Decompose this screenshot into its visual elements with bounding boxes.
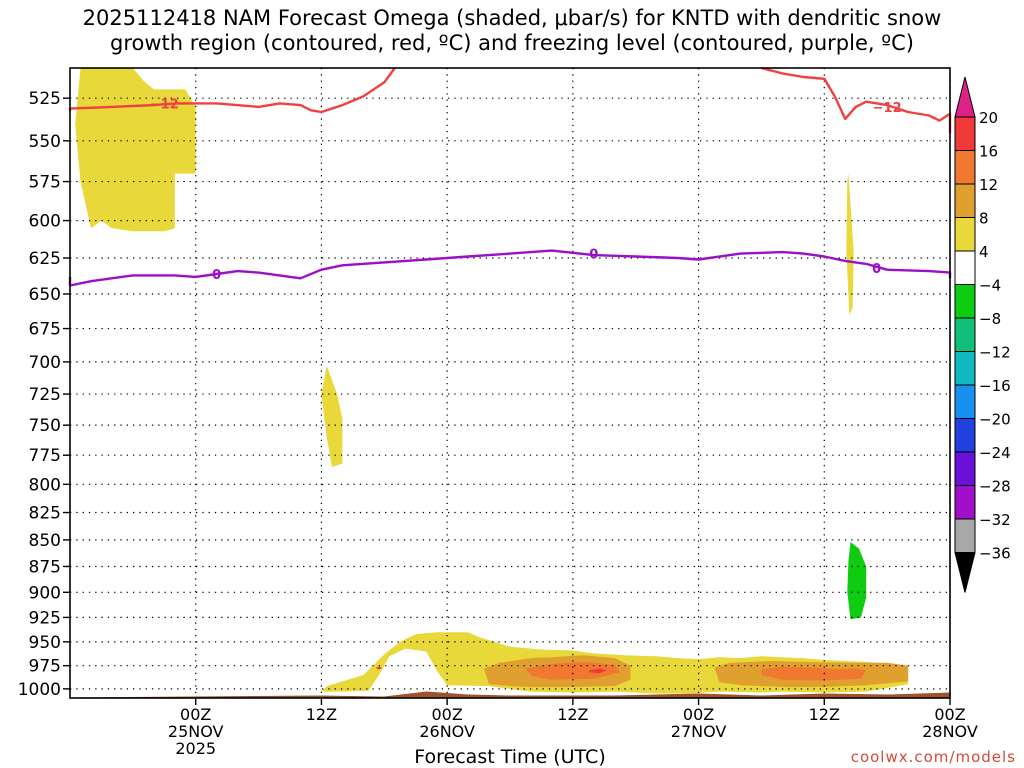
y-tick-label: 800 — [29, 475, 61, 495]
colorbar-label: −4 — [979, 277, 1001, 295]
omega-16-20-speck — [375, 666, 383, 670]
x-tick-label: 26NOV — [419, 722, 475, 741]
colorbar-label: 12 — [979, 176, 998, 194]
colorbar-label: 16 — [979, 143, 998, 161]
colorbar-segment — [954, 351, 976, 386]
omega-4-8-mid-left — [321, 365, 343, 467]
colorbar-label: −12 — [979, 344, 1011, 362]
colorbar-segment — [954, 116, 976, 151]
x-tick-label: 00Z — [180, 705, 211, 724]
omega-green-upper-right — [847, 542, 867, 620]
y-tick-label: 725 — [29, 385, 61, 405]
y-tick-label: 975 — [29, 657, 61, 677]
colorbar-segment — [954, 317, 976, 352]
x-tick-label: 12Z — [809, 705, 840, 724]
colorbar-segment — [954, 451, 976, 486]
colorbar-top-arrow — [954, 76, 976, 118]
omega-16-20-core — [588, 668, 608, 674]
colorbar-label: −16 — [979, 377, 1011, 395]
y-tick-label: 850 — [29, 531, 61, 551]
colorbar-segment — [954, 217, 976, 252]
freezing-level-line — [68, 249, 952, 287]
colorbar-label: −8 — [979, 310, 1001, 328]
x-tick-label: 12Z — [557, 705, 588, 724]
dendritic-12C-line — [68, 67, 396, 114]
colorbar-label: −28 — [979, 478, 1011, 496]
y-tick-label: 750 — [29, 416, 61, 436]
credit-link[interactable]: coolwx.com/models — [850, 748, 1016, 766]
shaded-omega-layer — [75, 68, 909, 694]
chart-title-line-2: growth region (contoured, red, ºC) and f… — [110, 31, 914, 55]
plot-frame — [69, 67, 951, 699]
colorbar-label: −32 — [979, 511, 1011, 529]
colorbar-segment — [954, 418, 976, 453]
x-tick-label: 27NOV — [671, 722, 727, 741]
y-tick-label: 925 — [29, 608, 61, 628]
x-tick-label: 2025 — [175, 739, 216, 758]
y-tick-label: 550 — [29, 132, 61, 152]
colorbar-label: −24 — [979, 444, 1011, 462]
y-tick-label: 650 — [29, 285, 61, 305]
colorbar-segment — [954, 250, 976, 285]
colorbar-segment — [954, 384, 976, 419]
y-tick-label: 575 — [29, 173, 61, 193]
omega-12-16-lowlevel-b — [761, 666, 867, 681]
x-tick-label: 25NOV — [168, 722, 224, 741]
chart-title-line-1: 2025112418 NAM Forecast Omega (shaded, μ… — [82, 6, 942, 30]
y-tick-label: 600 — [29, 212, 61, 232]
y-tick-label: 1000 — [18, 680, 61, 700]
omega-12-16-lowlevel — [525, 661, 620, 680]
colorbar-segment — [954, 485, 976, 520]
y-tick-label: 700 — [29, 353, 61, 373]
contour-layer: −12 −12 0 0 0 — [68, 66, 952, 287]
y-tick-label: 875 — [29, 557, 61, 577]
y-tick-label: 625 — [29, 249, 61, 269]
x-tick-label: 28NOV — [922, 722, 978, 741]
x-tick-label: 00Z — [683, 705, 714, 724]
contour-label: 0 — [212, 268, 221, 283]
colorbar-segment — [954, 183, 976, 218]
x-tick-label: 00Z — [431, 705, 462, 724]
y-tick-label: 950 — [29, 633, 61, 653]
colorbar-label: 4 — [979, 243, 989, 261]
terrain-layer — [70, 691, 950, 698]
colorbar-label: −36 — [979, 545, 1011, 563]
colorbar-segment — [954, 150, 976, 185]
colorbar-label: −20 — [979, 411, 1011, 429]
grid-layer — [70, 68, 951, 698]
y-tick-label: 775 — [29, 446, 61, 466]
x-tick-label: 12Z — [306, 705, 337, 724]
y-tick-label: 825 — [29, 504, 61, 524]
y-tick-label: 675 — [29, 320, 61, 340]
contour-label: 0 — [589, 248, 598, 263]
colorbar-segment — [954, 284, 976, 319]
colorbar: 20 16 12 8 4 −4 −8 −12 −16 −20 −24 −28 −32 −36 — [954, 76, 1011, 593]
y-tick-label: 900 — [29, 583, 61, 603]
contour-label: −12 — [873, 101, 902, 116]
x-tick-label: 00Z — [934, 705, 965, 724]
colorbar-label: 8 — [979, 210, 989, 228]
colorbar-label: 20 — [979, 109, 998, 127]
colorbar-segment — [954, 518, 976, 553]
contour-label: 0 — [872, 262, 881, 277]
terrain — [70, 691, 950, 698]
dendritic-12C-b-line — [761, 66, 952, 134]
x-axis-label: Forecast Time (UTC) — [414, 746, 606, 768]
chart-title: 2025112418 NAM Forecast Omega (shaded, μ… — [0, 6, 1024, 56]
omega-4-8-upper-left — [75, 68, 196, 232]
colorbar-bottom-arrow — [954, 552, 976, 593]
y-axis: 525 550 575 600 625 650 675 700 725 750 775 800 825 8… — [18, 89, 70, 700]
contour-label: −12 — [150, 97, 179, 112]
omega-4-8-near-12z-27nov — [846, 173, 854, 315]
y-tick-label: 525 — [29, 89, 61, 109]
